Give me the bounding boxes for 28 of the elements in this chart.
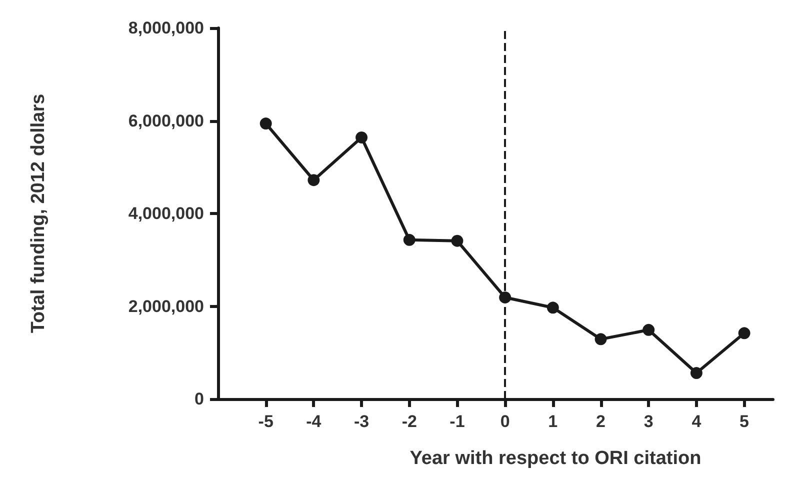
x-tick-label: 2 xyxy=(596,412,606,431)
x-tick-label: -2 xyxy=(402,412,417,431)
point xyxy=(451,234,464,247)
point xyxy=(308,174,320,186)
x-tick-label: -1 xyxy=(450,412,465,431)
x-tick-label: 0 xyxy=(500,412,510,431)
point xyxy=(738,327,750,340)
y-tick-label: 8,000,000 xyxy=(128,18,204,38)
y-tick-label: 2,000,000 xyxy=(128,296,204,316)
y-tick-label: 4,000,000 xyxy=(128,204,204,223)
point xyxy=(260,118,272,130)
x-tick-label: 5 xyxy=(740,412,750,431)
x-tick-label: 4 xyxy=(692,412,702,431)
y-tick-label: 0 xyxy=(194,390,204,408)
point xyxy=(642,324,655,336)
point xyxy=(594,333,607,346)
point xyxy=(403,234,416,246)
point xyxy=(690,367,702,380)
x-tick-label: 3 xyxy=(644,412,654,431)
point xyxy=(546,302,559,314)
x-tick-label: 1 xyxy=(548,412,558,431)
y-axis-title: Total funding, 2012 dollars xyxy=(28,94,49,334)
x-axis-title: Year with respect to ORI citation xyxy=(410,448,702,469)
x-tick-label: -4 xyxy=(306,412,322,431)
x-tick-label: -3 xyxy=(354,412,370,431)
y-tick-label: 6,000,000 xyxy=(128,111,204,130)
x-tick-label: -5 xyxy=(258,412,274,431)
point xyxy=(356,131,368,144)
